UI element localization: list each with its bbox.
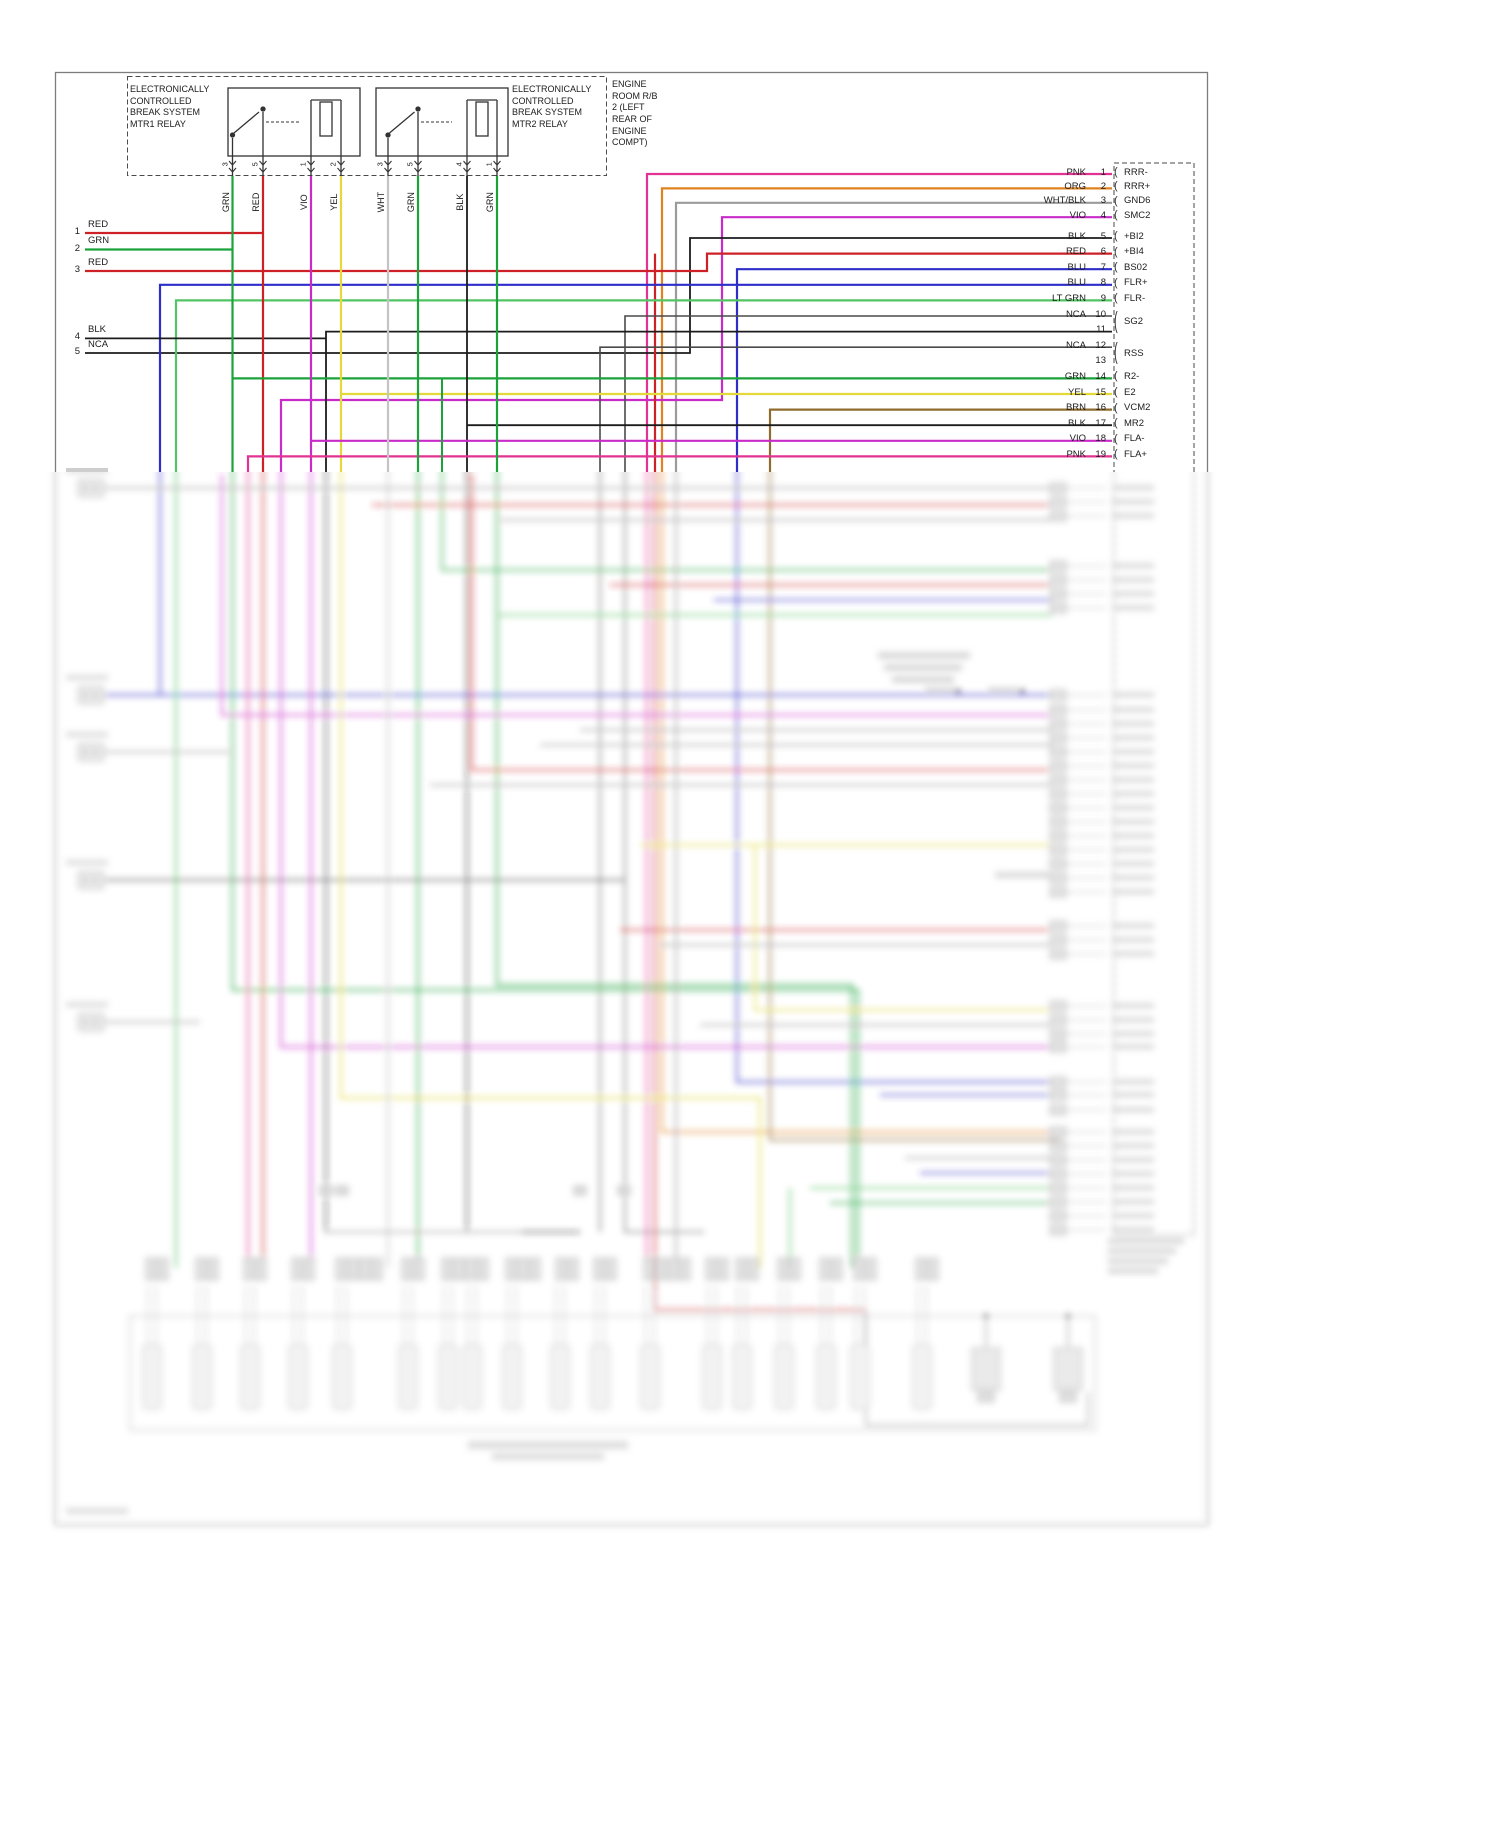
- blur-wash: [56, 472, 1207, 1525]
- blur-wash-bottom: [56, 1290, 1207, 1525]
